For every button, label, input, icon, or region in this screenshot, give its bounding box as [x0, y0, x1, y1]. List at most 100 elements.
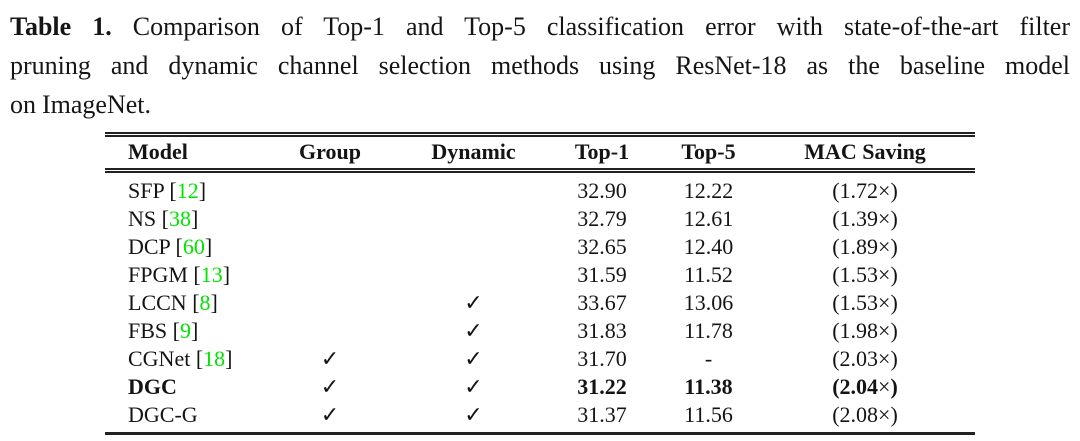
caption-text-2: pruning and dynamic channel selection me… — [10, 51, 1070, 80]
caption-line-3: on ImageNet. — [10, 85, 1070, 124]
top1-cell: 32.65 — [577, 234, 627, 259]
table-body: SFP [12] 32.90 12.22 (1.72×) NS [38] 32.79 12.… — [105, 171, 975, 435]
top1-cell: 31.70 — [577, 346, 627, 371]
caption-text-3: on ImageNet. — [10, 90, 152, 119]
header-mac-saving: MAC Saving — [755, 132, 975, 173]
citation-number: 9 — [179, 318, 191, 343]
top5-cell: 12.22 — [683, 178, 734, 203]
checkmark-icon: ✓ — [464, 318, 483, 343]
model-name: DCP — [128, 234, 170, 259]
model-name: FPGM — [128, 262, 188, 287]
dynamic-check-cell: ✓ — [405, 373, 542, 401]
mac-saving-cell: (1.98×) — [832, 318, 898, 343]
citation-link[interactable]: [13] — [193, 262, 231, 287]
table-row: FBS [9] ✓ 31.83 11.78 (1.98×) — [105, 317, 975, 345]
top5-cell: 11.38 — [684, 374, 733, 399]
group-check-cell: ✓ — [255, 373, 405, 401]
top1-cell: 32.79 — [577, 206, 627, 231]
table-caption: Table 1. Comparison of Top-1 and Top-5 c… — [0, 0, 1080, 124]
times-symbol: × — [878, 346, 891, 371]
table-row: LCCN [8] ✓ 33.67 13.06 (1.53×) — [105, 289, 975, 317]
model-cell: DGC — [105, 373, 255, 401]
mac-saving-cell: (2.03×) — [832, 346, 898, 371]
top1-cell: 33.67 — [577, 290, 627, 315]
caption-label: Table 1. — [10, 12, 112, 41]
group-check-cell — [255, 317, 405, 345]
times-symbol: × — [878, 206, 891, 231]
model-name: LCCN — [128, 290, 187, 315]
model-cell: DCP [60] — [105, 233, 255, 261]
model-cell: FPGM [13] — [105, 261, 255, 289]
checkmark-icon: ✓ — [464, 374, 483, 399]
dynamic-check-cell — [405, 205, 542, 233]
table-row: DGC-G ✓ ✓ 31.37 11.56 (2.08×) — [105, 401, 975, 435]
citation-number: 13 — [200, 262, 223, 287]
times-symbol: × — [878, 374, 891, 399]
header-group: Group — [255, 132, 405, 173]
citation-link[interactable]: [18] — [195, 346, 233, 371]
group-check-cell: ✓ — [255, 401, 405, 435]
top1-cell: 31.59 — [577, 262, 627, 287]
dynamic-check-cell — [405, 261, 542, 289]
group-check-cell — [255, 233, 405, 261]
table-row: CGNet [18] ✓ ✓ 31.70 - (2.03×) — [105, 345, 975, 373]
model-name: SFP — [128, 178, 164, 203]
citation-link[interactable]: [9] — [172, 318, 199, 343]
header-top5: Top-5 — [662, 132, 755, 173]
caption-line-1: Table 1. Comparison of Top-1 and Top-5 c… — [10, 7, 1070, 46]
caption-text-1: Comparison of Top-1 and Top-5 classifica… — [132, 12, 1070, 41]
model-cell: LCCN [8] — [105, 289, 255, 317]
table-row: NS [38] 32.79 12.61 (1.39×) — [105, 205, 975, 233]
citation-number: 38 — [168, 206, 191, 231]
mac-saving-cell: (1.53×) — [832, 290, 898, 315]
top5-cell: 11.52 — [684, 262, 733, 287]
table-row: FPGM [13] 31.59 11.52 (1.53×) — [105, 261, 975, 289]
model-cell: CGNet [18] — [105, 345, 255, 373]
group-check-cell: ✓ — [255, 345, 405, 373]
mac-saving-cell: (2.04×) — [832, 374, 898, 399]
table-container: Model Group Dynamic Top-1 Top-5 MAC Savi… — [105, 132, 975, 435]
citation-link[interactable]: [38] — [161, 206, 199, 231]
top1-cell: 32.90 — [577, 178, 627, 203]
citation-number: 12 — [176, 178, 199, 203]
header-dynamic: Dynamic — [405, 132, 542, 173]
citation-link[interactable]: [60] — [175, 234, 213, 259]
citation-link[interactable]: [8] — [192, 290, 218, 315]
table-row: DGC ✓ ✓ 31.22 11.38 (2.04×) — [105, 373, 975, 401]
comparison-table: Model Group Dynamic Top-1 Top-5 MAC Savi… — [105, 132, 975, 435]
header-model: Model — [105, 132, 255, 173]
caption-line-2: pruning and dynamic channel selection me… — [10, 46, 1070, 85]
top1-cell: 31.83 — [577, 318, 627, 343]
citation-link[interactable]: [12] — [169, 178, 207, 203]
dynamic-check-cell: ✓ — [405, 345, 542, 373]
checkmark-icon: ✓ — [464, 346, 483, 371]
times-symbol: × — [878, 402, 891, 427]
top5-cell: 13.06 — [683, 290, 734, 315]
table-row: SFP [12] 32.90 12.22 (1.72×) — [105, 171, 975, 206]
mac-saving-cell: (1.39×) — [832, 206, 898, 231]
citation-number: 18 — [203, 346, 226, 371]
mac-saving-cell: (1.72×) — [832, 178, 898, 203]
model-name: DGC — [128, 374, 177, 399]
mac-saving-cell: (1.89×) — [832, 234, 898, 259]
times-symbol: × — [878, 318, 891, 343]
top5-cell: 11.56 — [662, 401, 755, 435]
model-cell: FBS [9] — [105, 317, 255, 345]
top5-cell: 12.61 — [683, 206, 734, 231]
times-symbol: × — [878, 262, 891, 287]
times-symbol: × — [878, 290, 891, 315]
checkmark-icon: ✓ — [464, 402, 483, 427]
top5-cell: 11.78 — [684, 318, 733, 343]
citation-number: 60 — [182, 234, 205, 259]
top5-cell: - — [704, 346, 713, 371]
top1-cell: 31.37 — [542, 401, 662, 435]
model-name: FBS — [128, 318, 168, 343]
header-top1: Top-1 — [542, 132, 662, 173]
model-name: NS — [128, 206, 157, 231]
model-cell: DGC-G — [105, 401, 255, 435]
checkmark-icon: ✓ — [320, 374, 340, 399]
mac-saving-cell: (2.08×) — [755, 401, 975, 435]
group-check-cell — [255, 171, 405, 206]
dynamic-check-cell: ✓ — [405, 317, 542, 345]
top1-cell: 31.22 — [577, 374, 627, 399]
